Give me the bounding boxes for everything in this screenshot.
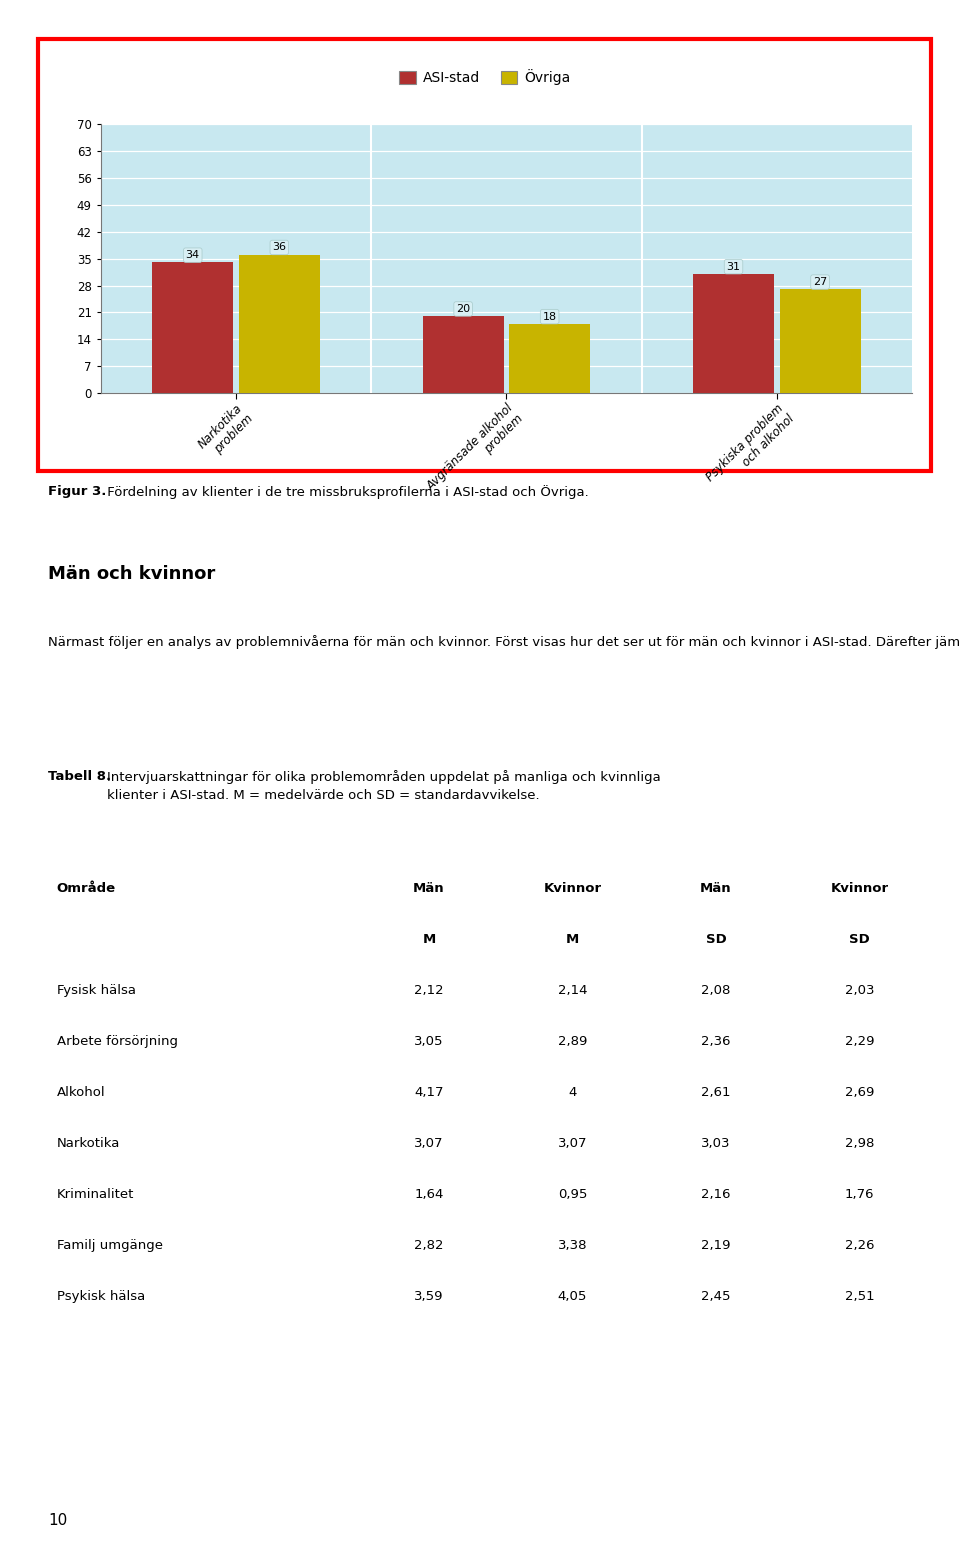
Text: Psykisk hälsa: Psykisk hälsa	[57, 1289, 145, 1303]
Text: Fördelning av klienter i de tre missbruksprofilerna i ASI-stad och Övriga.: Fördelning av klienter i de tre missbruk…	[103, 485, 588, 499]
Text: 36: 36	[273, 242, 286, 253]
Text: 3,07: 3,07	[414, 1136, 444, 1150]
Text: Narkotika: Narkotika	[57, 1136, 120, 1150]
Text: 2,89: 2,89	[558, 1034, 588, 1048]
Text: 18: 18	[542, 312, 557, 321]
Text: M: M	[565, 933, 579, 946]
Text: Män: Män	[413, 882, 444, 896]
Bar	[693, 273, 774, 394]
Text: 2,08: 2,08	[701, 984, 731, 997]
Text: 2,98: 2,98	[845, 1136, 875, 1150]
Text: 34: 34	[185, 250, 200, 259]
Text: SD: SD	[849, 933, 870, 946]
Bar	[780, 289, 860, 394]
Text: Arbete försörjning: Arbete försörjning	[57, 1034, 178, 1048]
Text: 3,38: 3,38	[558, 1238, 588, 1252]
Text: 2,29: 2,29	[845, 1034, 875, 1048]
Text: Kvinnor: Kvinnor	[543, 882, 602, 896]
Text: 4: 4	[568, 1085, 577, 1099]
Text: 2,36: 2,36	[701, 1034, 731, 1048]
Text: Område: Område	[57, 882, 116, 896]
Text: Kvinnor: Kvinnor	[830, 882, 889, 896]
Text: 2,61: 2,61	[701, 1085, 731, 1099]
Text: 31: 31	[727, 261, 740, 272]
Text: 2,14: 2,14	[558, 984, 588, 997]
Text: Män och kvinnor: Män och kvinnor	[48, 565, 215, 584]
Text: 2,82: 2,82	[414, 1238, 444, 1252]
Text: 3,59: 3,59	[414, 1289, 444, 1303]
Text: Tabell 8.: Tabell 8.	[48, 770, 111, 783]
Text: Figur 3.: Figur 3.	[48, 485, 107, 497]
Bar	[422, 317, 504, 394]
Text: 1,76: 1,76	[845, 1187, 875, 1201]
Text: Familj umgänge: Familj umgänge	[57, 1238, 163, 1252]
Text: 2,26: 2,26	[845, 1238, 875, 1252]
Text: 20: 20	[456, 304, 470, 313]
Text: 4,05: 4,05	[558, 1289, 588, 1303]
Legend: ASI-stad, Övriga: ASI-stad, Övriga	[394, 63, 576, 91]
Text: M: M	[422, 933, 436, 946]
Text: 2,03: 2,03	[845, 984, 875, 997]
Text: Kriminalitet: Kriminalitet	[57, 1187, 134, 1201]
Text: 3,05: 3,05	[414, 1034, 444, 1048]
Text: 10: 10	[48, 1513, 67, 1529]
Text: Intervjuarskattningar för olika problemområden uppdelat på manliga och kvinnliga: Intervjuarskattningar för olika problemo…	[108, 770, 660, 803]
Text: 2,51: 2,51	[845, 1289, 875, 1303]
Text: Fysisk hälsa: Fysisk hälsa	[57, 984, 135, 997]
Text: 0,95: 0,95	[558, 1187, 588, 1201]
Text: 2,19: 2,19	[701, 1238, 731, 1252]
Text: 3,07: 3,07	[558, 1136, 588, 1150]
Bar	[239, 255, 320, 394]
Text: 2,12: 2,12	[414, 984, 444, 997]
Text: 27: 27	[813, 276, 828, 287]
Text: 2,69: 2,69	[845, 1085, 875, 1099]
Text: 2,16: 2,16	[701, 1187, 731, 1201]
Text: Alkohol: Alkohol	[57, 1085, 106, 1099]
Text: 3,03: 3,03	[701, 1136, 731, 1150]
Text: Närmast följer en analys av problemnivåerna för män och kvinnor. Först visas hur: Närmast följer en analys av problemnivåe…	[48, 635, 960, 648]
Bar	[153, 262, 233, 394]
Text: Män: Män	[700, 882, 732, 896]
Text: SD: SD	[706, 933, 727, 946]
Text: 2,45: 2,45	[701, 1289, 731, 1303]
Text: 1,64: 1,64	[414, 1187, 444, 1201]
Text: 4,17: 4,17	[414, 1085, 444, 1099]
Bar	[509, 324, 590, 394]
